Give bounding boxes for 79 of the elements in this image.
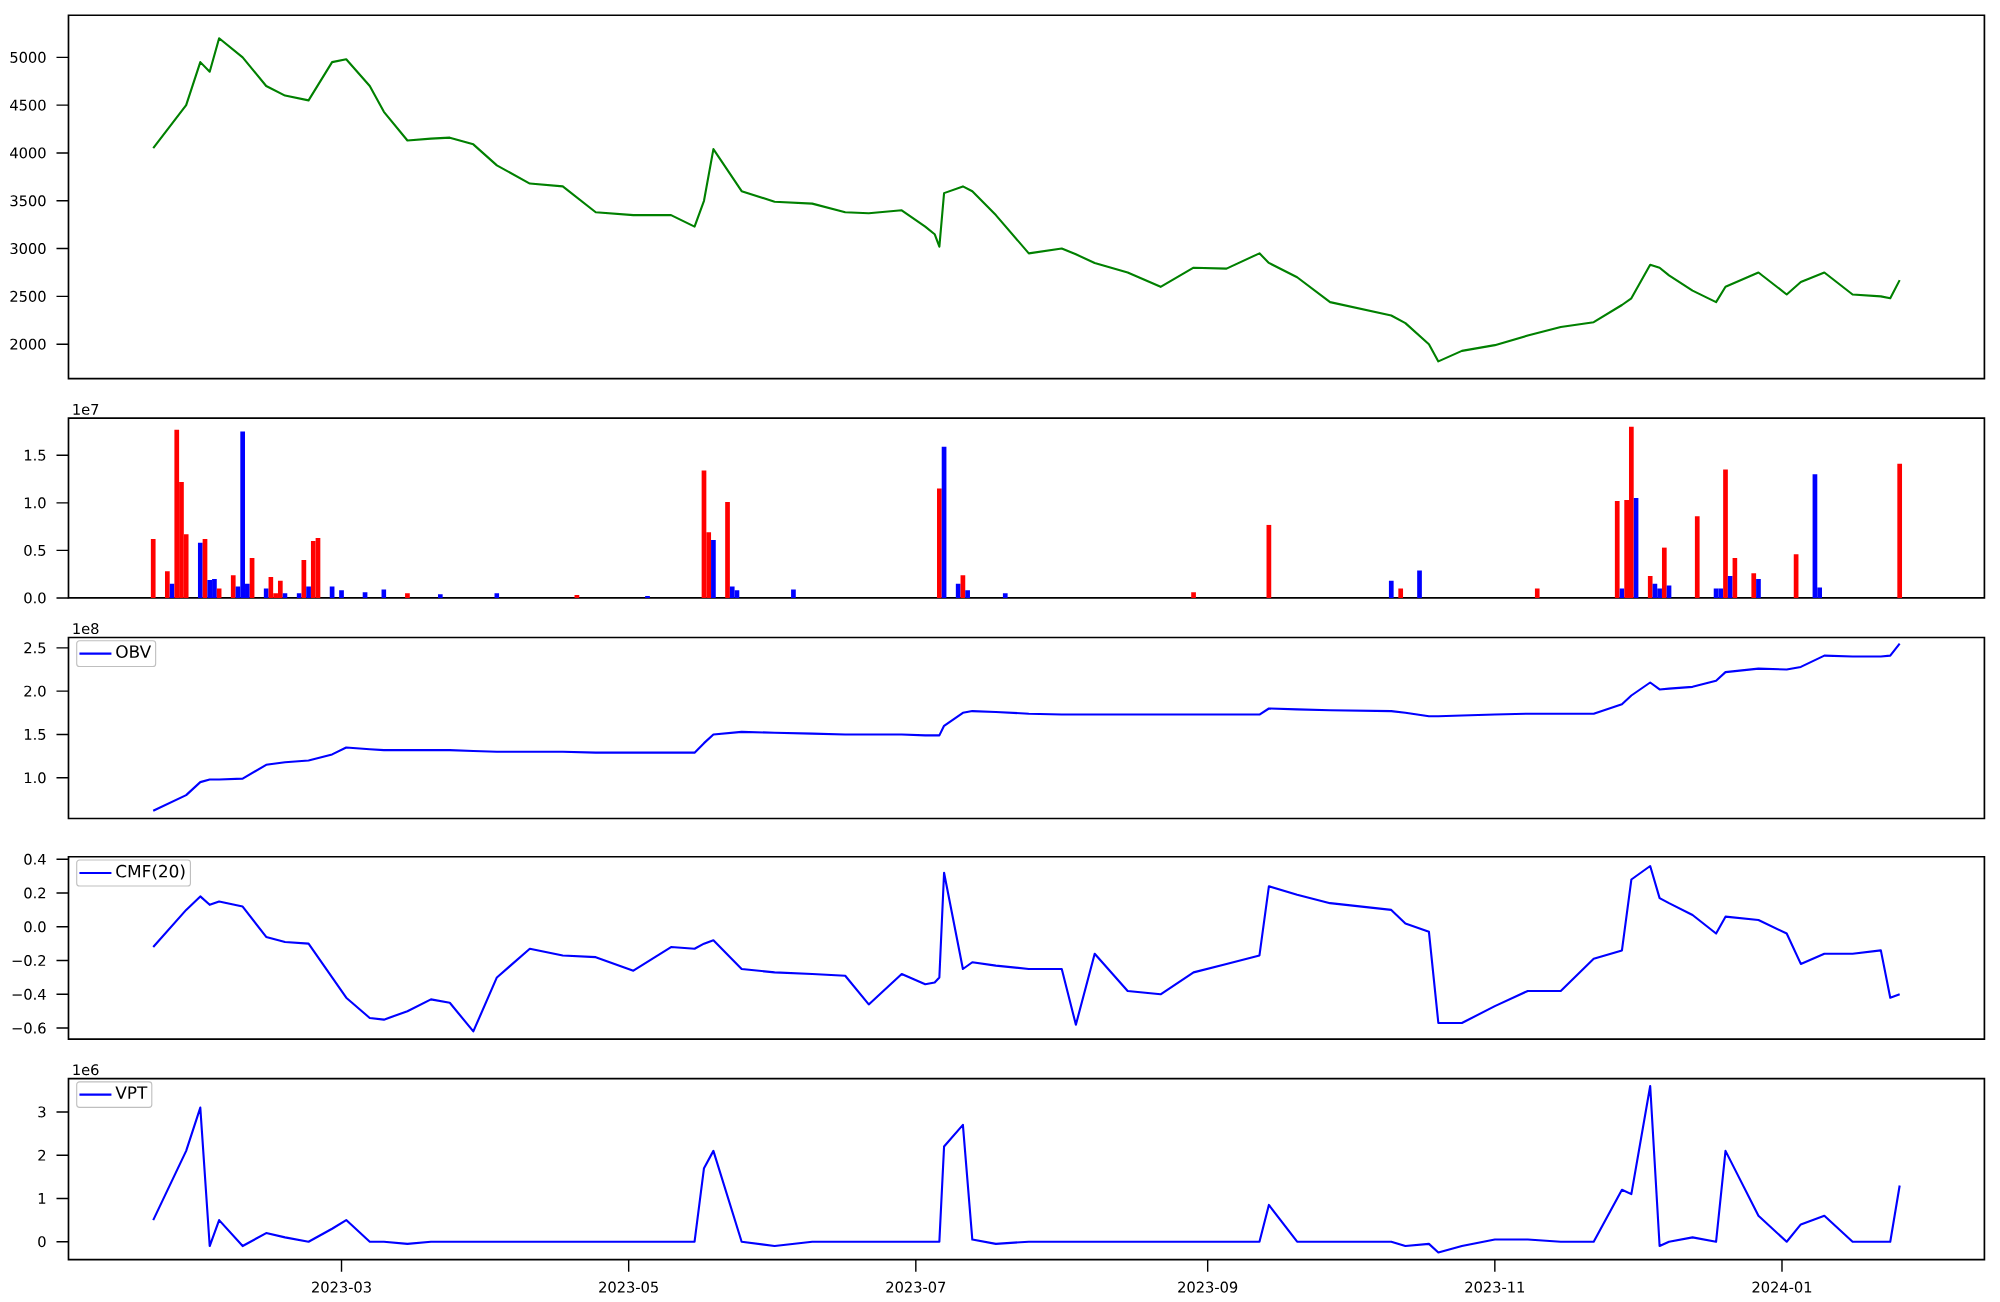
text: 1e8	[73, 623, 99, 635]
legend-label: VPT	[115, 1086, 148, 1099]
bar	[240, 431, 246, 598]
bar	[729, 586, 735, 598]
line-series	[152, 37, 1901, 363]
bar	[174, 429, 180, 598]
bar	[197, 542, 203, 598]
text: 1e7	[73, 403, 99, 415]
y-tick-label: 4000	[10, 147, 46, 159]
bar	[207, 579, 213, 598]
bar	[306, 586, 311, 598]
bar	[1897, 463, 1903, 598]
legend-label: OBV	[116, 645, 152, 658]
y-tick-label: 5000	[10, 51, 46, 63]
y-tick-label: 1.5	[24, 449, 46, 461]
bar	[1723, 469, 1728, 598]
bar	[937, 488, 942, 598]
y-tick-label: 1	[38, 1193, 46, 1204]
y-tick-label: 2	[38, 1149, 46, 1161]
y-tick-label: 2500	[10, 290, 46, 302]
y-tick-label: 2000	[10, 338, 46, 350]
bar	[1534, 588, 1540, 598]
bar	[1661, 547, 1667, 598]
x-tick-label: 2023-05	[599, 1281, 658, 1293]
bar	[955, 583, 961, 598]
bar	[1657, 588, 1662, 598]
bar	[381, 589, 387, 598]
y-tick-label: 0.0	[24, 592, 46, 604]
y-tick-label: 3	[38, 1106, 46, 1118]
bar	[1647, 576, 1653, 598]
bar	[1756, 578, 1761, 598]
bar	[965, 590, 970, 598]
bar	[791, 589, 796, 598]
bar	[1002, 593, 1008, 598]
bar	[725, 501, 730, 598]
bar	[150, 539, 156, 598]
y-tick-label: 2.0	[24, 685, 46, 697]
bar	[263, 588, 269, 598]
y-tick-label: 4500	[10, 99, 46, 111]
bar	[339, 590, 344, 598]
y-tick-label: 0.0	[24, 921, 46, 933]
bar	[405, 593, 410, 598]
x-tick-label: 2023-11	[1465, 1281, 1525, 1293]
y-tick-label: 0.4	[24, 853, 46, 865]
x-tick-label: 2023-03	[312, 1281, 371, 1293]
bar	[1388, 580, 1394, 598]
y-tick-label: −0.2	[12, 955, 46, 967]
bar	[164, 571, 170, 598]
y-tick-label: 3500	[10, 195, 46, 207]
x-tick-label: 2023-07	[886, 1281, 946, 1293]
y-tick-label: 1.5	[24, 729, 46, 740]
y-tick-label: 2.5	[24, 642, 46, 654]
y-tick-label: 1.0	[24, 772, 46, 784]
text: 1e6	[73, 1064, 99, 1076]
bar	[574, 595, 580, 598]
bar	[711, 539, 716, 598]
y-tick-label: −0.6	[12, 1022, 46, 1034]
y-tick-label: 0.5	[24, 544, 46, 556]
bar	[1727, 576, 1733, 598]
bar	[1751, 573, 1757, 598]
bar	[1694, 516, 1700, 598]
y-tick-label: 0.2	[24, 887, 46, 899]
x-tick-label: 2024-01	[1752, 1281, 1812, 1293]
bar	[1398, 588, 1404, 598]
bar	[1417, 570, 1422, 598]
y-tick-label: 0	[38, 1236, 46, 1248]
x-tick-label: 2023-09	[1178, 1281, 1238, 1293]
y-tick-label: 3000	[10, 243, 46, 255]
y-tick-label: 1.0	[24, 497, 46, 509]
bar	[494, 593, 500, 598]
bar	[296, 593, 302, 598]
bar	[1718, 588, 1724, 598]
bar	[230, 575, 236, 598]
bar	[1614, 500, 1620, 598]
bar	[282, 593, 288, 598]
y-tick-label: −0.4	[12, 988, 46, 1000]
legend-label: CMF(20)	[116, 864, 185, 880]
bar	[277, 580, 283, 598]
bar	[1191, 592, 1196, 598]
